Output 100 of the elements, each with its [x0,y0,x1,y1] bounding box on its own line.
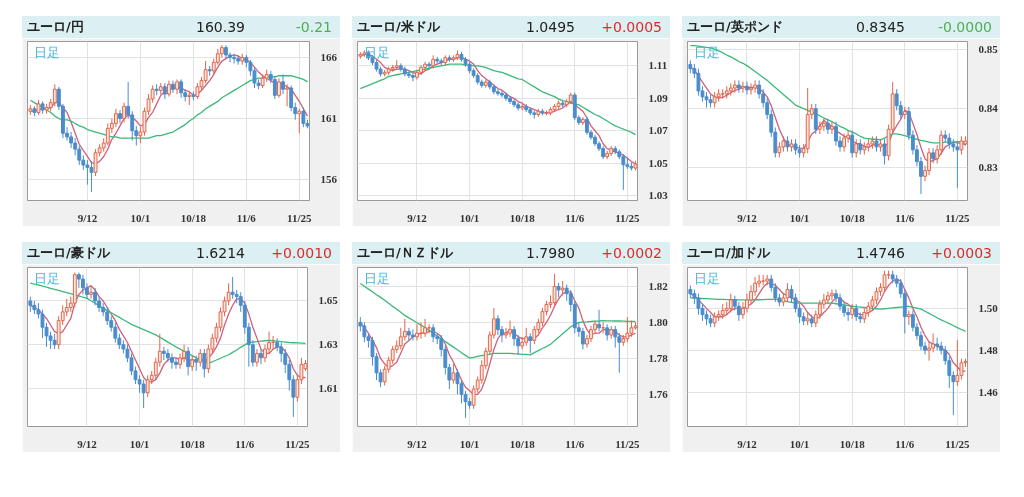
candlestick [580,327,585,350]
candlestick [696,293,701,316]
text: +0.0010 [270,244,333,263]
x-tick-label: 11/6 [565,437,585,450]
candlestick [411,329,415,341]
candlestick [753,79,757,94]
candlestick [696,68,701,97]
x-tick-label: 11/25 [615,437,641,450]
x-tick-label: 11/25 [945,211,971,224]
y-tick-label: 1.50 [978,301,999,314]
y-tick-label: 0.84 [978,102,999,115]
x-tick-label: 9/12 [737,211,758,224]
candlestick [170,352,174,370]
annotation: 日足 [33,44,60,60]
candlestick [830,289,834,301]
candlestick [93,148,98,177]
candlestick [757,79,762,100]
annotation: 日足 [693,44,720,60]
candlestick [406,327,411,341]
annotation: 日足 [33,270,60,286]
y-tick-label: 1.09 [648,91,669,104]
candlestick [850,129,855,159]
y-tick-label: 1.11 [648,59,668,72]
candlestick [118,109,122,124]
text: -0.21 [294,18,333,37]
chart-title: ユーロ/加ドル [686,243,771,262]
candlestick [830,121,834,135]
text: +0.0002 [600,244,663,263]
y-tick-label: 0.83 [978,161,999,174]
x-tick-label: 11/6 [895,211,915,224]
x-tick-label: 10/1 [789,211,810,224]
y-tick-label: 1.65 [318,294,339,307]
x-tick-label: 11/6 [895,437,915,450]
candlestick [52,83,57,107]
candlestick [203,60,208,84]
x-tick-label: 11/25 [285,437,311,450]
candlestick [597,309,601,332]
x-tick-label: 10/1 [459,437,480,450]
y-tick-label: 1.46 [978,385,999,398]
chart-subtitle: 1.7980 [525,244,575,263]
candlestick [524,327,529,347]
candlestick [272,75,277,100]
candlestick [955,339,960,387]
y-tick-label: 0.85 [978,43,999,56]
candlestick [259,348,263,365]
candlestick [415,323,419,341]
candlestick [821,118,826,132]
y-tick-label: 166 [320,50,338,63]
candlestick [179,78,184,99]
candlestick [285,83,290,107]
candlestick [512,98,517,108]
candlestick [495,88,500,97]
candlestick [89,285,93,300]
y-tick-label: 1.63 [318,338,339,351]
x-tick-label: 9/12 [407,211,428,224]
x-tick-label: 11/6 [236,211,257,224]
candlestick [955,141,960,189]
y-tick-label: 1.61 [318,381,338,394]
x-tick-label: 10/1 [129,437,150,450]
candlestick [508,95,512,105]
candlestick [255,348,259,368]
x-tick-label: 10/18 [509,437,536,450]
x-tick-label: 10/1 [130,211,151,224]
y-tick-label: 1.03 [648,189,669,202]
candlestick [532,325,537,345]
candlestick [297,108,302,134]
x-tick-label: 9/12 [77,437,98,450]
chart-title: ユーロ/英ポンド [686,17,784,36]
x-tick-label: 11/25 [615,211,641,224]
candlestick [745,81,749,95]
chart-title: ユーロ/円 [26,17,85,36]
y-tick-label: 1.78 [648,351,669,364]
candlestick [528,332,533,354]
candlestick [406,71,411,79]
y-tick-label: 1.80 [648,315,669,328]
candlestick [613,325,618,349]
x-tick-label: 10/18 [839,437,866,450]
candlestick [931,147,936,164]
chart-title: ユーロ/豪ドル [26,243,111,262]
candlestick [81,274,85,295]
x-tick-label: 9/12 [737,437,758,450]
candlestick [362,321,367,343]
x-tick-label: 9/12 [77,211,98,224]
candlestick [85,159,90,186]
y-tick-label: 1.07 [648,124,669,137]
annotation: 日足 [363,270,390,286]
x-tick-label: 10/1 [789,437,810,450]
candlestick [500,90,504,98]
candlestick [423,61,427,71]
candlestick [141,379,146,409]
annotation: 日足 [693,270,720,286]
chart-subtitle: 1.4746 [855,244,905,263]
x-tick-label: 10/18 [180,211,207,224]
y-tick-label: 1.48 [978,343,999,356]
candlestick [749,82,753,95]
x-tick-label: 11/6 [565,211,585,224]
text: +0.0005 [600,18,663,37]
text: -0.0000 [936,18,993,37]
candlestick [89,160,94,193]
chart-subtitle: 160.39 [195,18,245,37]
